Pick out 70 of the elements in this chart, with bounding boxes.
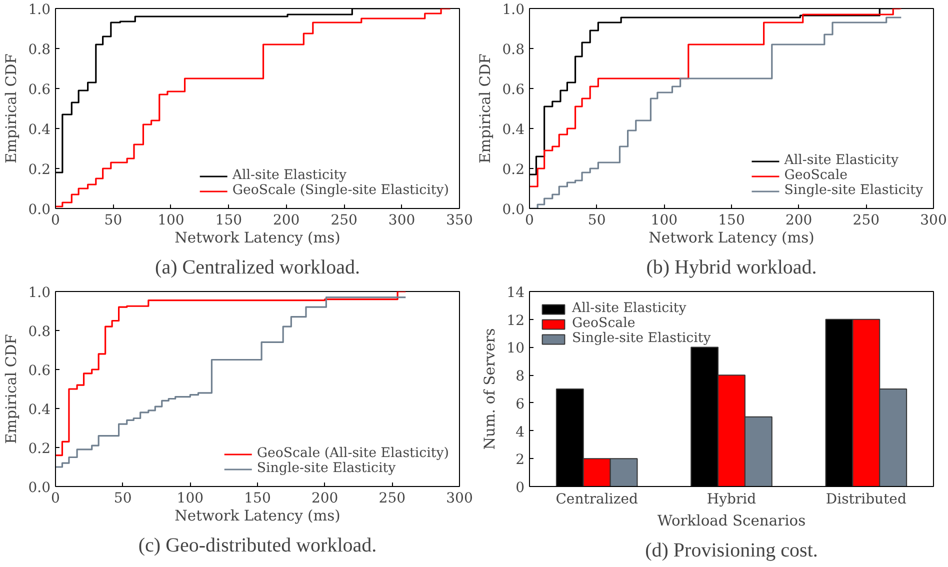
y-tick-label: 0.6	[28, 363, 51, 379]
x-tick-label: 250	[378, 490, 406, 506]
y-tick-label: 0.2	[28, 441, 50, 457]
x-tick-label: 150	[718, 212, 745, 228]
x-tick-label: 200	[785, 212, 812, 228]
y-axis-title: Empirical CDF	[3, 334, 20, 444]
legend-label: All-site Elasticity	[232, 168, 347, 183]
y-tick-label: 0.8	[502, 42, 524, 58]
y-tick-label: 0.8	[28, 42, 50, 58]
y-tick-label: 12	[506, 312, 525, 329]
x-tick-label: 300	[446, 490, 473, 506]
x-tick-label: 250	[852, 212, 880, 228]
x-tick-label: 250	[330, 212, 358, 228]
y-tick-label: 8	[516, 368, 525, 385]
x-tick-label: 150	[215, 212, 242, 228]
x-axis-title: Network Latency (ms)	[174, 508, 340, 524]
y-tick-label: 0.8	[28, 324, 50, 340]
y-tick-label: 0	[516, 480, 525, 496]
y-axis-title: Num. of Servers	[482, 328, 499, 450]
y-tick-label: 0.0	[28, 480, 50, 496]
y-tick-label: 14	[506, 285, 525, 301]
legend-label: GeoScale (All-site Elasticity)	[256, 446, 449, 461]
x-axis-title: Network Latency (ms)	[174, 230, 340, 246]
y-tick-label: 0.4	[28, 402, 51, 418]
y-tick-label: 1.0	[28, 2, 50, 18]
legend-label: GeoScale	[572, 316, 636, 331]
x-tick-label: 50	[114, 490, 132, 506]
x-tick-label: 200	[311, 490, 338, 506]
y-tick-label: 0.4	[502, 122, 525, 138]
y-tick-label: 0.6	[28, 82, 51, 98]
y-tick-label: 10	[506, 340, 525, 357]
x-tick-label: 50	[588, 212, 606, 228]
x-tick-label: 100	[650, 212, 678, 228]
text: (a) Centralized workload.	[155, 256, 360, 278]
y-tick-label: 0.6	[502, 82, 525, 98]
text: (c) Geo-distributed workload.	[138, 534, 377, 556]
x-tick-label: 300	[388, 212, 416, 228]
x-tick-label: 100	[176, 490, 204, 506]
x-tick-label: 350	[446, 212, 473, 228]
x-axis-title: Network Latency (ms)	[648, 230, 814, 246]
x-tick-label: Distributed	[826, 492, 906, 508]
legend-label: Single-site Elasticity	[256, 461, 396, 476]
y-tick-label: 0.2	[502, 162, 524, 178]
legend-label: GeoScale	[784, 168, 848, 183]
y-axis-title: Empirical CDF	[477, 54, 494, 164]
text: (b) Hybrid workload.	[646, 256, 817, 278]
x-tick-label: 200	[272, 212, 300, 228]
x-tick-label: Centralized	[556, 492, 638, 508]
x-tick-label: 50	[104, 212, 122, 228]
y-tick-label: 2	[516, 452, 525, 468]
y-tick-label: 6	[516, 396, 525, 412]
x-tick-label: 100	[158, 212, 184, 228]
legend-label: Single-site Elasticity	[572, 331, 711, 346]
legend-label: All-site Elasticity	[572, 301, 686, 316]
legend-label: All-site Elasticity	[784, 153, 898, 168]
legend-label: Single-site Elasticity	[784, 183, 923, 198]
y-tick-label: 1.0	[28, 285, 50, 301]
legend-label: GeoScale (Single-site Elasticity)	[232, 183, 449, 198]
x-tick-label: 150	[244, 490, 271, 506]
y-tick-label: 1.0	[502, 2, 524, 18]
x-axis-title: Workload Scenarios	[657, 512, 806, 530]
y-axis-title: Empirical CDF	[3, 54, 20, 164]
y-tick-label: 0.4	[28, 122, 51, 138]
y-tick-label: 0.0	[28, 202, 50, 218]
text: (d) Provisioning cost.	[645, 540, 818, 562]
y-tick-label: 0.0	[502, 202, 524, 218]
y-tick-label: 0.2	[28, 162, 50, 178]
x-tick-label: Hybrid	[706, 492, 756, 508]
y-tick-label: 4	[516, 424, 525, 440]
x-tick-label: 300	[920, 212, 947, 228]
